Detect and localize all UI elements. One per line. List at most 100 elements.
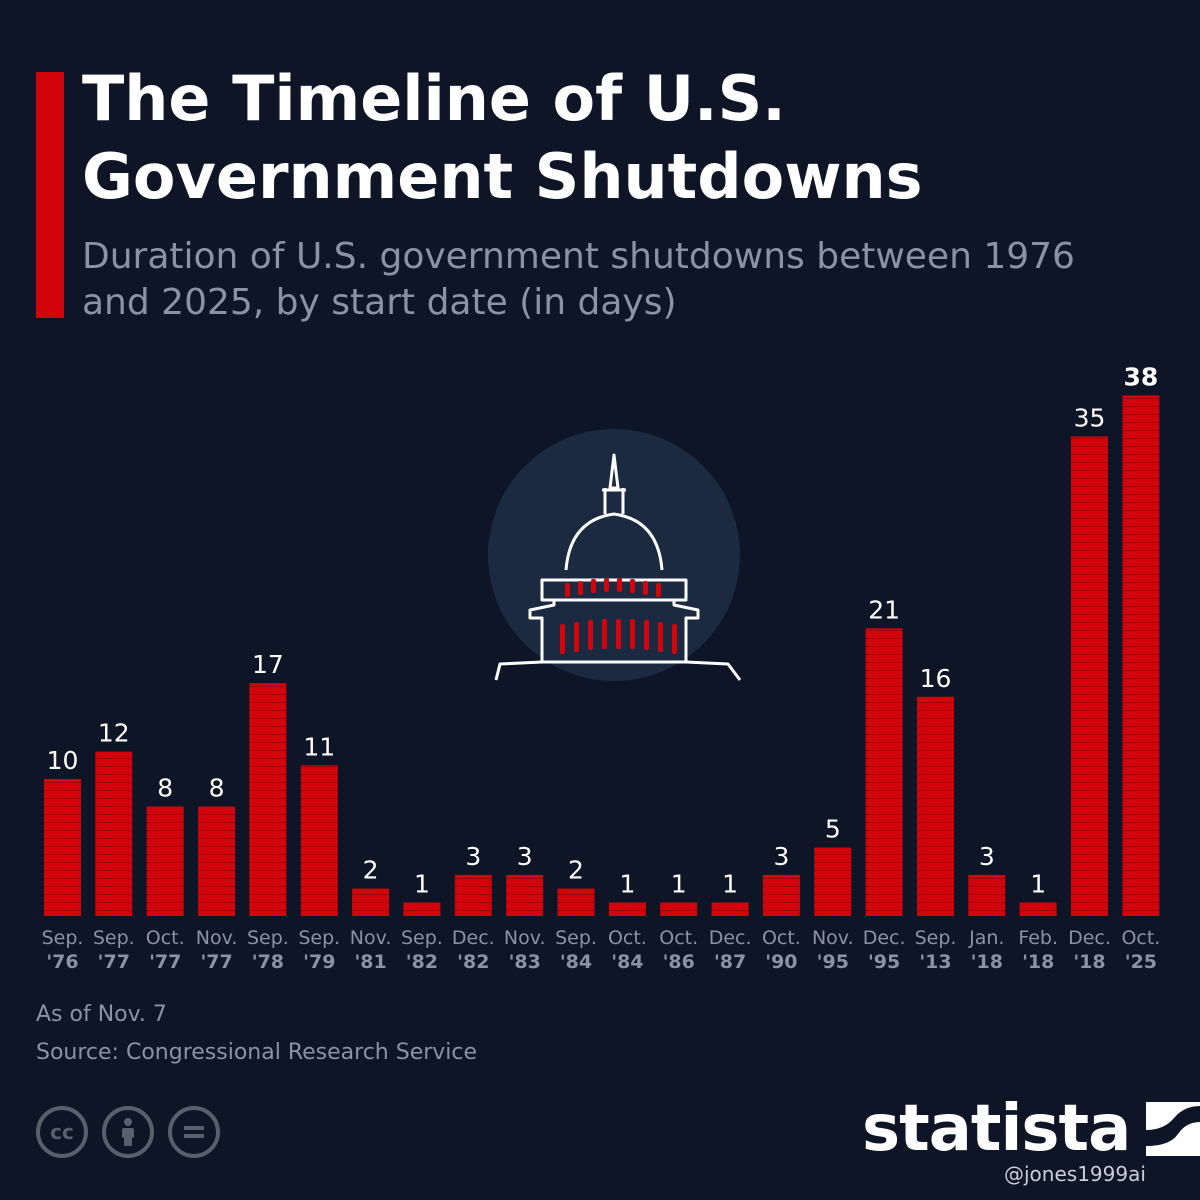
x-tick-year-5: '79 — [303, 951, 335, 973]
x-tick-year-3: '77 — [200, 951, 232, 973]
bar-16 — [865, 628, 903, 916]
data-label-10: 2 — [568, 856, 584, 885]
x-tick-year-0: '76 — [46, 951, 78, 973]
x-tick-month-9: Nov. — [504, 927, 546, 949]
x-tick-month-18: Jan. — [968, 927, 1004, 949]
x-tick-year-6: '81 — [354, 951, 386, 973]
bar-4 — [249, 683, 287, 916]
x-tick-year-11: '84 — [611, 951, 643, 973]
statista-logo-icon — [1146, 1102, 1200, 1156]
x-tick-month-4: Sep. — [247, 927, 289, 949]
x-tick-year-1: '77 — [98, 951, 130, 973]
x-tick-year-16: '95 — [868, 951, 900, 973]
x-tick-month-13: Dec. — [709, 927, 752, 949]
license-icons: cc — [36, 1106, 220, 1158]
capitol-icon — [488, 429, 742, 681]
x-tick-year-12: '86 — [663, 951, 695, 973]
bar-13 — [711, 902, 749, 916]
data-label-20: 35 — [1074, 404, 1106, 433]
x-tick-month-7: Sep. — [401, 927, 443, 949]
bar-21 — [1122, 395, 1160, 916]
data-label-19: 1 — [1030, 869, 1046, 898]
data-label-12: 1 — [671, 869, 687, 898]
x-tick-month-14: Oct. — [762, 927, 801, 949]
data-label-8: 3 — [465, 842, 481, 871]
x-tick-year-18: '18 — [971, 951, 1003, 973]
data-label-4: 17 — [252, 650, 284, 679]
x-tick-year-20: '18 — [1073, 951, 1105, 973]
data-label-9: 3 — [517, 842, 533, 871]
bar-9 — [506, 874, 544, 916]
bar-18 — [968, 874, 1006, 916]
bar-17 — [917, 696, 954, 916]
statista-wordmark: statista — [862, 1092, 1131, 1166]
data-label-21: 38 — [1124, 362, 1159, 391]
bar-5 — [300, 765, 338, 916]
x-tick-year-13: '87 — [714, 951, 746, 973]
x-tick-year-14: '90 — [765, 951, 797, 973]
x-tick-month-17: Sep. — [915, 927, 957, 949]
data-label-2: 8 — [157, 773, 173, 802]
x-tick-year-21: '25 — [1125, 951, 1157, 973]
title-accent-bar — [36, 72, 64, 318]
bar-chart: 10Sep.'7612Sep.'778Oct.'778Nov.'7717Sep.… — [42, 362, 1161, 973]
data-label-3: 8 — [209, 773, 225, 802]
data-label-5: 11 — [303, 732, 335, 761]
statista-logo[interactable]: statista — [862, 1092, 1200, 1166]
bar-12 — [660, 902, 698, 916]
bar-3 — [198, 806, 236, 916]
data-label-15: 5 — [825, 815, 841, 844]
bar-11 — [608, 902, 646, 916]
x-tick-month-5: Sep. — [298, 927, 340, 949]
x-tick-year-9: '83 — [509, 951, 541, 973]
data-label-17: 16 — [920, 664, 952, 693]
x-tick-month-0: Sep. — [42, 927, 84, 949]
x-tick-year-15: '95 — [817, 951, 849, 973]
x-tick-year-17: '13 — [919, 951, 951, 973]
x-tick-year-2: '77 — [149, 951, 181, 973]
bar-1 — [95, 751, 133, 916]
data-label-11: 1 — [619, 869, 635, 898]
data-label-0: 10 — [47, 746, 79, 775]
data-label-7: 1 — [414, 869, 430, 898]
data-label-1: 12 — [98, 719, 130, 748]
data-label-14: 3 — [773, 842, 789, 871]
bars-layer: 10Sep.'7612Sep.'778Oct.'778Nov.'7717Sep.… — [42, 362, 1161, 973]
watermark-handle: @jones1999ai — [1004, 1162, 1146, 1186]
x-tick-month-1: Sep. — [93, 927, 135, 949]
x-tick-month-21: Oct. — [1121, 927, 1160, 949]
chart-title: The Timeline of U.S. Government Shutdown… — [82, 62, 923, 213]
chart-subtitle: Duration of U.S. government shutdowns be… — [82, 236, 1075, 323]
x-tick-month-20: Dec. — [1068, 927, 1111, 949]
bar-14 — [762, 874, 800, 916]
data-label-18: 3 — [979, 842, 995, 871]
x-tick-month-2: Oct. — [146, 927, 185, 949]
bar-8 — [454, 874, 492, 916]
x-tick-month-10: Sep. — [555, 927, 597, 949]
data-label-13: 1 — [722, 869, 738, 898]
x-tick-month-8: Dec. — [452, 927, 495, 949]
x-tick-year-8: '82 — [457, 951, 489, 973]
x-tick-year-19: '18 — [1022, 951, 1054, 973]
as-of-note: As of Nov. 7 — [36, 1002, 167, 1027]
bar-20 — [1071, 436, 1108, 916]
x-tick-month-12: Oct. — [659, 927, 698, 949]
data-label-6: 2 — [363, 856, 379, 885]
bar-2 — [146, 806, 184, 916]
x-tick-year-4: '78 — [252, 951, 284, 973]
source-note: Source: Congressional Research Service — [36, 1040, 478, 1065]
bar-15 — [814, 847, 852, 916]
x-tick-year-10: '84 — [560, 951, 592, 973]
x-tick-month-16: Dec. — [863, 927, 906, 949]
bar-19 — [1019, 902, 1057, 916]
no-derivatives-icon — [168, 1106, 220, 1158]
data-label-16: 21 — [868, 595, 900, 624]
bar-10 — [557, 888, 595, 916]
x-tick-month-15: Nov. — [812, 927, 854, 949]
creative-commons-icon: cc — [36, 1106, 88, 1158]
x-tick-year-7: '82 — [406, 951, 438, 973]
bar-7 — [403, 902, 441, 916]
x-tick-month-11: Oct. — [608, 927, 647, 949]
bar-6 — [352, 888, 390, 916]
bar-0 — [44, 779, 81, 916]
